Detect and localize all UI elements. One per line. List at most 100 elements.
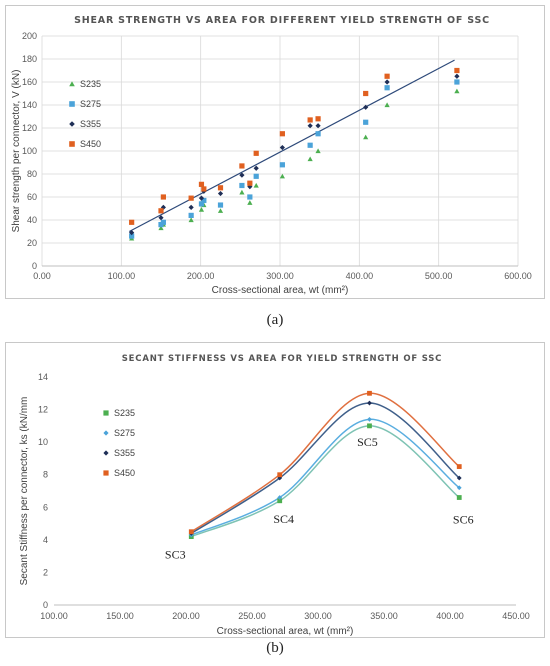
data-point-s355: [454, 73, 460, 79]
legend-label-s355: S355: [80, 119, 101, 129]
legend-label-s275: S275: [80, 99, 101, 109]
legend: S235 S275 S355 S450: [103, 408, 135, 478]
data-point-s355: [315, 123, 321, 129]
shear-strength-chart-panel: SHEAR STRENGTH VS AREA FOR DIFFERENT YIE…: [5, 5, 545, 299]
x-axis-label: Cross-sectional area, wt (mm²): [212, 285, 349, 296]
x-tick-label: 350.00: [370, 611, 398, 621]
data-point-s450: [454, 67, 460, 74]
trendline: [128, 59, 455, 233]
data-point-s235: [456, 495, 462, 500]
x-tick-label: 450.00: [502, 611, 530, 621]
legend-marker-s235: [103, 410, 109, 416]
data-point-s235: [367, 423, 372, 429]
data-point-s450: [384, 73, 390, 79]
x-tick-label: 300.00: [304, 611, 332, 621]
y-tick-label: 100: [22, 146, 37, 156]
legend-label-s235: S235: [114, 408, 135, 418]
data-point-s355: [198, 195, 205, 201]
data-point-s235: [315, 148, 321, 154]
data-point-s450: [367, 390, 372, 396]
data-point-s235: [217, 208, 224, 213]
x-tick-label: 150.00: [106, 611, 134, 621]
secant-stiffness-chart: SECANT STIFFNESS VS AREA FOR YIELD STREN…: [19, 354, 530, 637]
legend-label-s275: S275: [114, 428, 135, 438]
curve-s450: [190, 392, 460, 533]
data-point-s275: [129, 233, 135, 239]
data-point-s235: [158, 225, 164, 231]
y-tick-label: 60: [27, 192, 37, 202]
y-tick-label: 2: [43, 567, 48, 577]
series-s450: [188, 390, 462, 535]
data-point-s450: [363, 90, 369, 97]
data-point-s275: [279, 162, 285, 168]
data-point-s450: [158, 208, 164, 214]
annotation-sc5: SC5: [357, 435, 378, 449]
data-point-s235: [253, 182, 259, 188]
x-tick-label: 200.00: [187, 271, 215, 281]
data-point-s275: [456, 485, 462, 491]
data-point-s235: [198, 207, 205, 212]
legend-marker-s450: [103, 470, 109, 476]
curve-s275: [190, 418, 460, 536]
curve-s355: [190, 402, 460, 534]
data-point-s355: [188, 204, 194, 210]
data-point-s235: [239, 189, 245, 195]
data-point-s275: [454, 79, 460, 85]
legend-marker-s275: [69, 101, 75, 107]
series-s355: [129, 73, 460, 236]
data-point-s450: [253, 150, 259, 156]
data-point-s275: [363, 119, 369, 125]
shear-strength-chart: SHEAR STRENGTH VS AREA FOR DIFFERENT YIE…: [11, 15, 532, 296]
y-tick-label: 40: [27, 215, 37, 225]
secant-stiffness-chart-panel: SECANT STIFFNESS VS AREA FOR YIELD STREN…: [5, 342, 545, 638]
y-tick-label: 4: [43, 535, 48, 545]
data-point-s235: [384, 102, 390, 108]
data-point-s450: [201, 186, 207, 192]
x-axis-label: Cross-sectional area, wt (mm²): [217, 626, 354, 637]
data-point-s235: [247, 200, 253, 205]
data-point-s355: [307, 123, 313, 129]
data-point-s275: [277, 495, 283, 500]
data-point-s355: [363, 104, 369, 110]
data-point-s235: [188, 217, 194, 223]
y-tick-label: 20: [27, 238, 37, 248]
y-tick-label: 200: [22, 31, 37, 41]
data-point-s450: [239, 163, 245, 169]
data-point-s275: [367, 416, 372, 422]
data-point-s275: [198, 201, 205, 207]
x-tick-label: 400.00: [436, 611, 464, 621]
series-s450: [129, 67, 460, 225]
y-tick-label: 80: [27, 169, 37, 179]
curve-s235: [190, 425, 460, 538]
data-point-s450: [277, 472, 283, 478]
legend-marker-s450: [69, 141, 75, 147]
data-point-s235: [307, 156, 313, 162]
x-tick-label: 500.00: [425, 271, 453, 281]
series-s275: [188, 416, 462, 538]
y-tick-label: 6: [43, 502, 48, 512]
data-point-s275: [188, 212, 194, 218]
chart-title: SHEAR STRENGTH VS AREA FOR DIFFERENT YIE…: [74, 15, 490, 26]
y-tick-label: 0: [43, 600, 48, 610]
legend-marker-s355: [103, 450, 109, 456]
data-point-s275: [253, 173, 259, 179]
data-point-s275: [201, 197, 207, 204]
data-point-s355: [239, 172, 245, 178]
legend-label-s450: S450: [80, 139, 101, 149]
y-axis-label: Shear strength per connector, V (kN): [11, 70, 22, 233]
y-tick-label: 0: [32, 261, 37, 271]
data-point-s450: [279, 131, 285, 137]
x-tick-label: 200.00: [172, 611, 200, 621]
legend-marker-s235: [69, 81, 75, 87]
data-point-s450: [160, 194, 166, 200]
caption-a: (a): [266, 312, 284, 328]
x-tick-label: 250.00: [238, 611, 266, 621]
legend: S235 S275 S355 S450: [69, 79, 101, 149]
data-point-s235: [363, 134, 369, 140]
y-tick-label: 14: [38, 372, 48, 382]
data-point-s355: [279, 144, 285, 151]
data-point-s275: [217, 202, 224, 208]
data-point-s235: [277, 498, 283, 504]
data-point-s275: [384, 85, 390, 91]
y-tick-label: 12: [38, 405, 48, 415]
